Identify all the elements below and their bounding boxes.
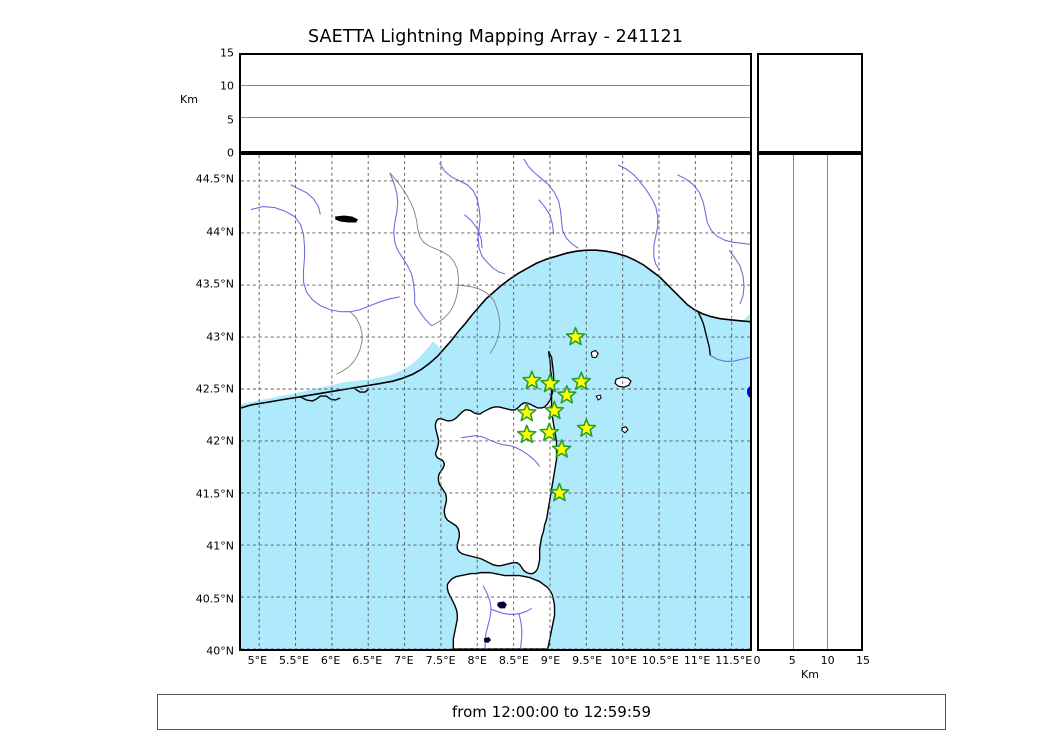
map-canvas[interactable] <box>241 155 750 649</box>
lon-tick-10: 10°E <box>610 654 637 667</box>
time-range-bar: from 12:00:00 to 12:59:59 <box>157 694 946 730</box>
station-star <box>556 385 577 404</box>
coastline-detail-3 <box>696 310 712 356</box>
lon-tick-11-5: 11.5°E <box>715 654 753 667</box>
station-star <box>565 326 586 346</box>
map-gridlines <box>241 155 750 649</box>
coastline-detail-1 <box>300 395 341 402</box>
latitude-axis-ticks: 40°N 40.5°N 41°N 41.5°N 42°N 42.5°N 43°N… <box>170 153 234 658</box>
land-capraia <box>590 349 599 358</box>
land-islet-a <box>595 394 602 401</box>
lon-tick-7-5: 7.5°E <box>425 654 456 667</box>
lon-tick-9: 9°E <box>540 654 561 667</box>
gridline-right-5 <box>792 155 794 649</box>
station-star <box>517 402 537 422</box>
river-corsica <box>461 435 541 467</box>
gridline-alt-5 <box>241 117 750 119</box>
altitude-axis-label: Km <box>180 93 198 106</box>
station-star <box>551 439 572 458</box>
lon-tick-8: 8°E <box>467 654 487 667</box>
station-star <box>544 400 565 420</box>
lake-sardinia-2 <box>484 637 492 644</box>
lat-tick-42-5: 42.5°N <box>195 382 234 396</box>
land-montecristo <box>621 426 629 434</box>
alt-tick-5: 5 <box>227 113 234 127</box>
lon-tick-6: 6°E <box>320 654 341 667</box>
right-tick-15: 15 <box>856 654 870 667</box>
map-graphics <box>241 155 750 649</box>
alt-tick-0: 0 <box>227 146 234 160</box>
station-star <box>540 373 560 393</box>
lon-tick-9-5: 9.5°E <box>572 654 603 667</box>
station-star <box>517 424 537 444</box>
lon-tick-5: 5°E <box>247 654 268 667</box>
station-star <box>522 370 542 390</box>
latitude-vs-altitude-panel <box>757 153 863 651</box>
gridline-right-10 <box>826 155 828 649</box>
lon-tick-7: 7°E <box>394 654 414 667</box>
altitude-vs-longitude-panel <box>239 53 752 153</box>
edge-marker-dot <box>747 384 750 399</box>
lon-tick-10-5: 10.5°E <box>641 654 679 667</box>
station-star <box>576 418 597 437</box>
lon-tick-5-5: 5.5°E <box>278 654 309 667</box>
lake-sardinia-1 <box>496 601 507 609</box>
time-range-text: from 12:00:00 to 12:59:59 <box>451 703 651 721</box>
lma-stations <box>517 326 597 502</box>
lat-tick-43-5: 43.5°N <box>195 277 234 291</box>
altitude-histogram-panel <box>757 53 863 153</box>
lon-tick-6-5: 6.5°E <box>352 654 383 667</box>
altitude-axis-ticks: 15 10 5 0 <box>170 47 234 160</box>
lon-tick-11: 11°E <box>683 654 711 667</box>
lat-tick-44-5: 44.5°N <box>195 172 234 186</box>
coastline-detail-2 <box>354 388 370 393</box>
lat-tick-40-5: 40.5°N <box>195 592 234 606</box>
alt-tick-10: 10 <box>220 79 234 93</box>
longitude-axis-ticks: 5°E 5.5°E 6°E 6.5°E 7°E 7.5°E 8°E 8.5°E … <box>239 654 753 674</box>
map-panel[interactable] <box>239 153 752 651</box>
right-axis-ticks: 0 5 10 15 <box>753 654 871 674</box>
lat-tick-42: 42°N <box>206 434 234 448</box>
land-sardinia <box>446 571 556 649</box>
page-title: SAETTA Lightning Mapping Array - 241121 <box>307 27 684 47</box>
right-tick-10: 10 <box>820 654 835 667</box>
lake-leman <box>335 215 359 223</box>
alt-tick-15: 15 <box>220 46 234 60</box>
right-tick-0: 0 <box>753 654 761 667</box>
lat-tick-41-5: 41.5°N <box>195 487 234 501</box>
station-star <box>549 482 570 502</box>
lat-tick-44: 44°N <box>206 225 234 239</box>
station-star <box>539 422 560 442</box>
lat-tick-43: 43°N <box>206 330 234 343</box>
right-tick-5: 5 <box>788 654 796 667</box>
lat-tick-40: 40°N <box>206 644 234 658</box>
rivers <box>250 158 750 362</box>
lat-tick-41: 41°N <box>206 539 234 553</box>
gridline-alt-10 <box>241 85 750 87</box>
right-axis-label: Km <box>801 668 819 681</box>
station-star <box>571 371 592 391</box>
admin-borders <box>336 172 501 375</box>
lon-tick-8-5: 8.5°E <box>498 654 529 667</box>
